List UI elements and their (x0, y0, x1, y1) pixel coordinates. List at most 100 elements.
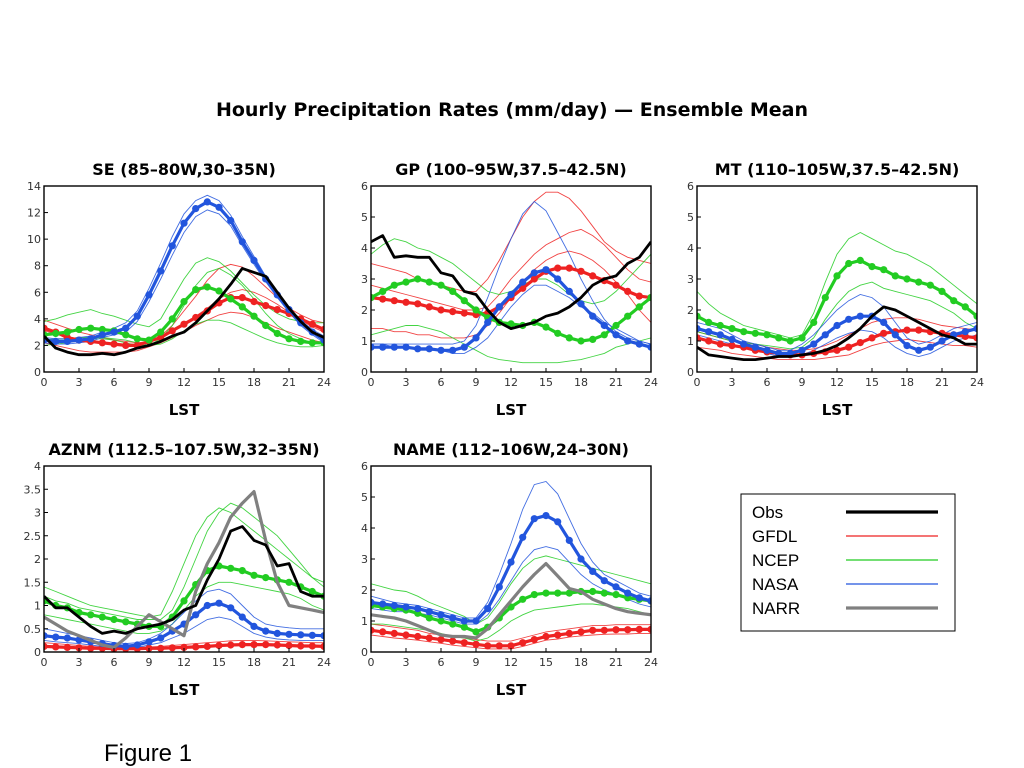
data-point (530, 269, 538, 277)
data-point (285, 641, 293, 650)
data-point (624, 287, 632, 295)
data-point (203, 283, 211, 291)
data-point (110, 328, 118, 336)
x-tick-label: 6 (111, 656, 118, 669)
x-tick-label: 0 (41, 376, 48, 389)
data-point (845, 259, 853, 268)
data-point (75, 644, 83, 652)
data-point (203, 198, 211, 206)
data-point (371, 294, 375, 302)
series-narr (371, 562, 651, 640)
data-point (833, 321, 841, 330)
ensemble-member-line (697, 338, 977, 361)
x-tick-label: 6 (111, 376, 118, 389)
data-point (926, 281, 934, 289)
data-point (168, 315, 176, 323)
data-point (880, 266, 888, 274)
data-point (903, 275, 911, 283)
data-point (308, 587, 316, 596)
data-point (751, 343, 759, 351)
data-point (250, 622, 258, 631)
y-tick-label: 1 (361, 615, 368, 628)
data-point (460, 639, 468, 647)
data-point (425, 345, 433, 353)
panel-title: GP (100–95W,37.5–42.5N) (395, 160, 626, 179)
x-tick-label: 18 (574, 376, 588, 389)
data-point (390, 343, 398, 351)
x-tick-label: 21 (609, 376, 623, 389)
panel-lines (371, 480, 651, 650)
x-tick-label: 12 (504, 376, 518, 389)
data-point (554, 518, 562, 526)
panel-title: SE (85–80W,30–35N) (92, 160, 276, 179)
x-tick-label: 21 (282, 376, 296, 389)
data-point (635, 594, 643, 602)
data-point (52, 633, 60, 641)
x-tick-label: 0 (41, 656, 48, 669)
data-point (98, 325, 106, 334)
data-point (697, 312, 701, 320)
data-point (157, 267, 165, 275)
data-point (320, 325, 324, 334)
data-point (856, 256, 864, 264)
data-point (63, 634, 71, 642)
data-point (530, 591, 538, 599)
ensemble-member-line (371, 228, 651, 311)
data-point (402, 631, 410, 639)
data-point (308, 631, 316, 639)
y-tick-label: 5 (687, 211, 694, 224)
panel-title: AZNM (112.5–107.5W,32–35N) (48, 440, 319, 459)
series-line-narr (44, 490, 324, 649)
x-tick-label: 9 (799, 376, 806, 389)
data-point (519, 278, 527, 286)
data-point (379, 287, 387, 295)
y-tick-label: 2 (34, 339, 41, 352)
x-tick-label: 6 (764, 376, 771, 389)
data-point (449, 308, 457, 316)
series-line-ncep (44, 564, 324, 628)
data-point (495, 303, 503, 311)
data-point (285, 578, 293, 586)
series-nasa (371, 266, 651, 354)
x-tick-label: 18 (247, 376, 261, 389)
data-point (262, 641, 270, 649)
x-tick-label: 24 (644, 376, 658, 389)
x-tick-label: 21 (609, 656, 623, 669)
x-tick-label: 3 (403, 376, 410, 389)
data-point (856, 312, 864, 320)
data-point (530, 515, 538, 523)
x-tick-label: 15 (539, 656, 553, 669)
data-point (157, 634, 165, 642)
data-point (414, 345, 422, 353)
data-point (273, 629, 281, 638)
data-point (87, 335, 95, 343)
y-tick-label: 3 (687, 273, 694, 286)
series-line-obs (44, 525, 324, 635)
data-point (600, 577, 608, 585)
data-point (856, 339, 864, 347)
data-point (880, 329, 888, 337)
data-point (192, 643, 200, 651)
data-point (519, 595, 527, 603)
data-point (554, 589, 562, 597)
y-tick-label: 1 (687, 335, 694, 348)
x-axis-label: LST (169, 401, 200, 419)
data-point (915, 346, 923, 354)
y-tick-label: 0.5 (24, 623, 42, 636)
data-point (973, 312, 977, 320)
data-point (168, 242, 176, 250)
data-point (705, 337, 713, 345)
y-tick-label: 2 (361, 584, 368, 597)
data-point (379, 600, 387, 608)
data-point (950, 297, 958, 305)
data-point (833, 272, 841, 280)
data-point (600, 626, 608, 634)
data-point (763, 346, 771, 354)
data-point (624, 626, 632, 634)
data-point (554, 275, 562, 283)
data-point (600, 321, 608, 330)
data-point (122, 642, 130, 651)
x-tick-label: 21 (935, 376, 949, 389)
data-point (180, 597, 188, 605)
